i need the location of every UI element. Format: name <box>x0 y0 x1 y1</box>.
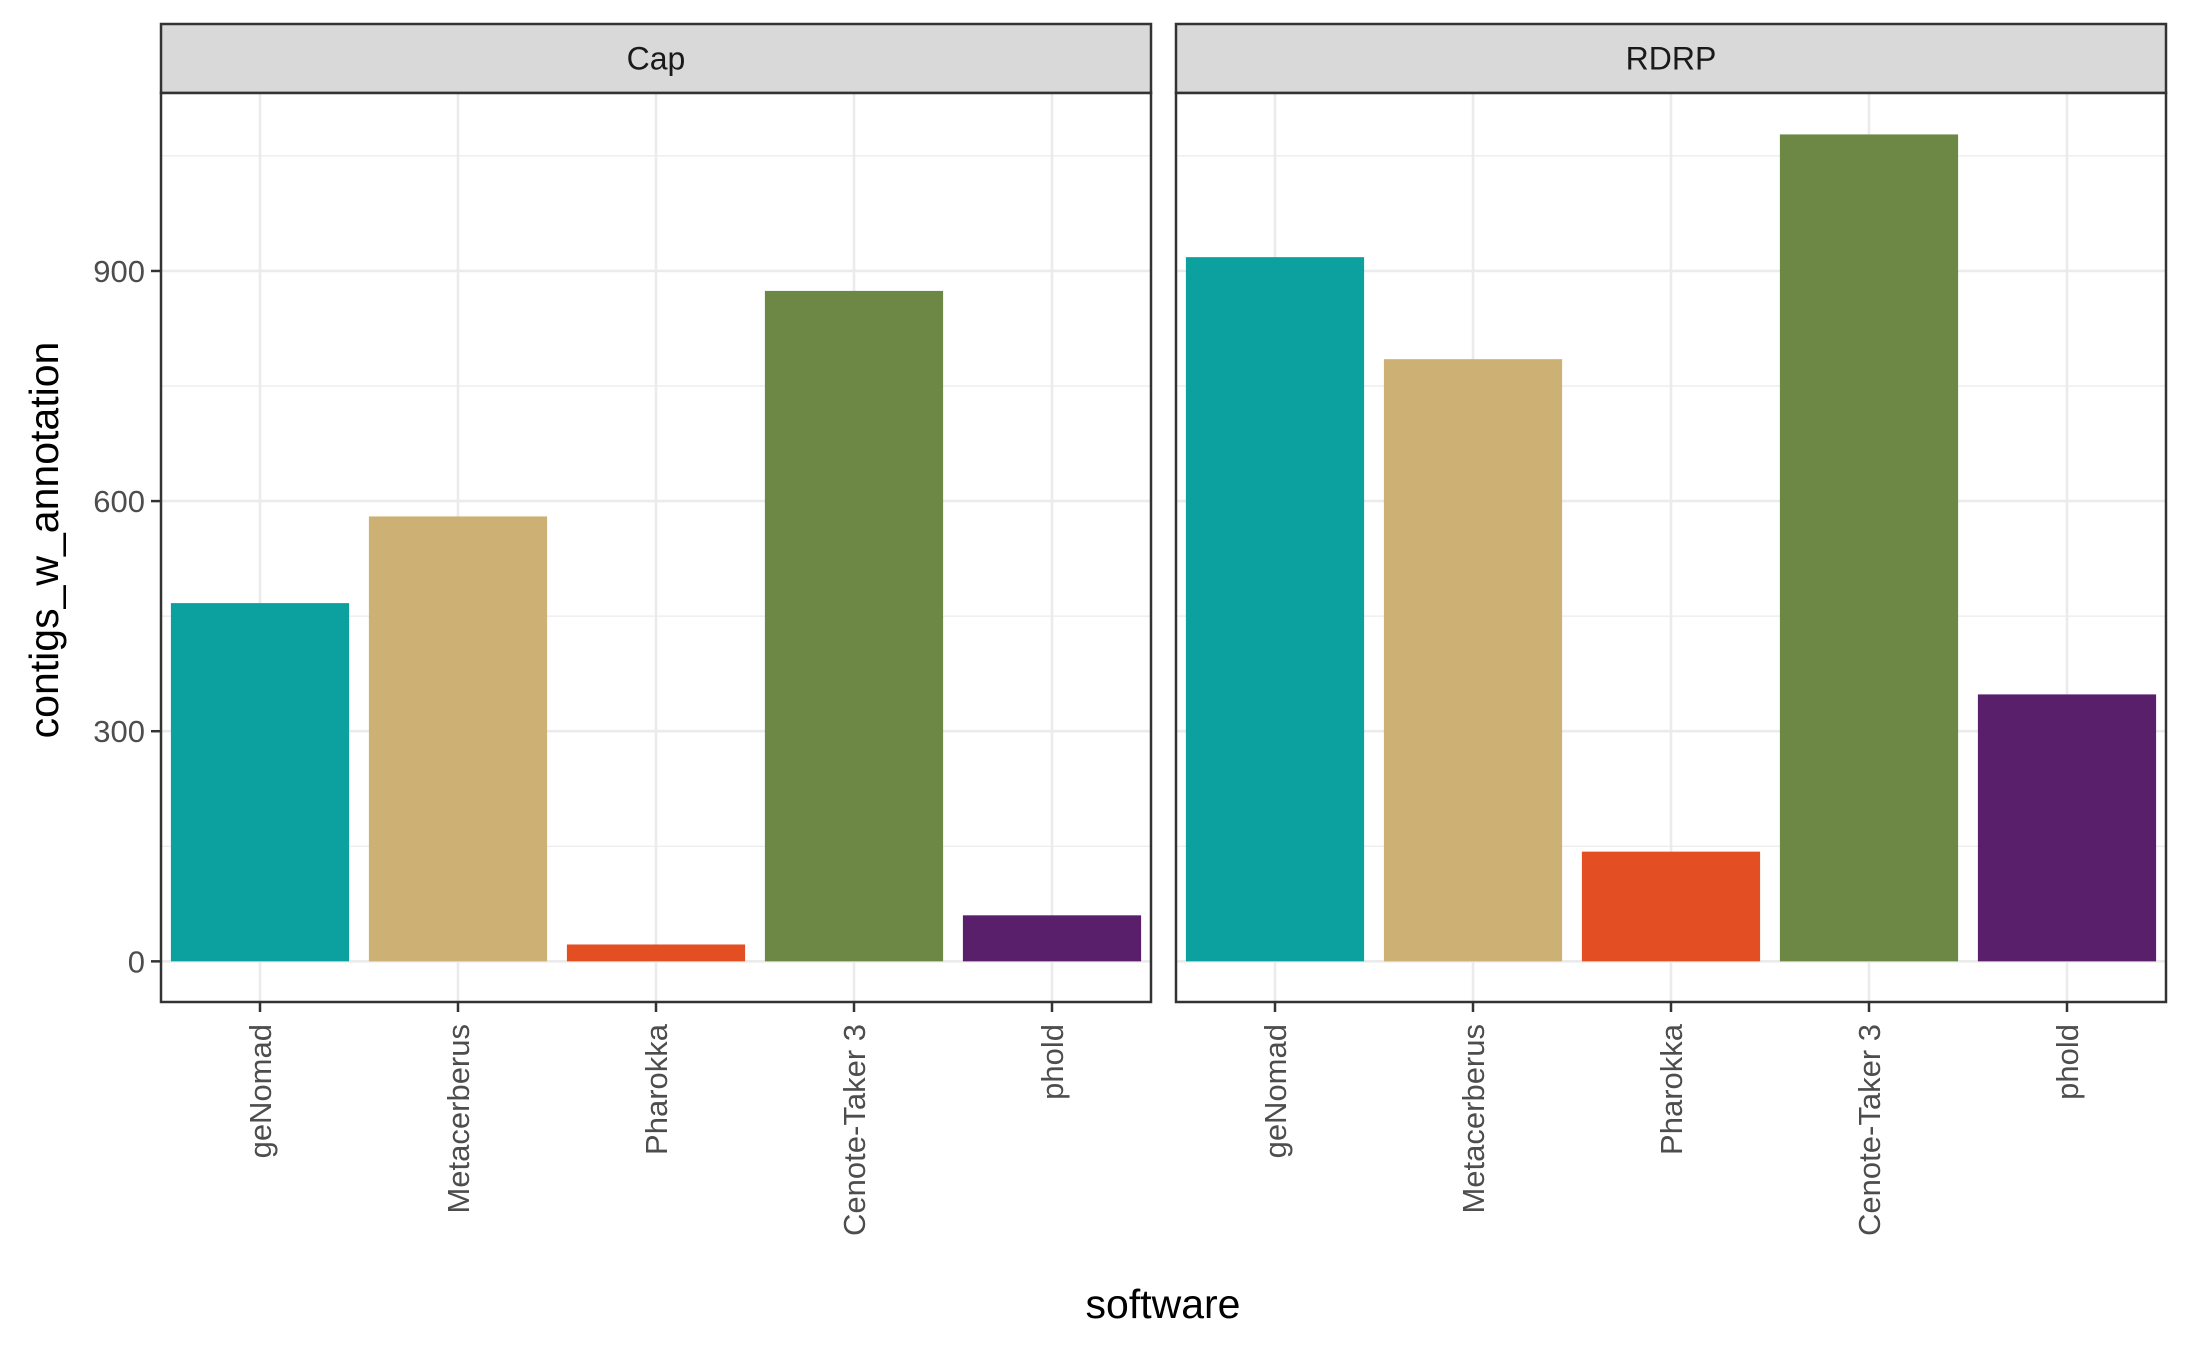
x-tick-label: geNomad <box>243 1024 278 1158</box>
bar-genomad <box>170 603 350 962</box>
y-axis-title: contigs_w_annotation <box>21 342 67 739</box>
x-tick-label: Pharokka <box>1654 1023 1689 1155</box>
facet-strip <box>159 22 1153 95</box>
facet-panel-rdrp: RDRP geNomad Metacerberus Pharokka Cenote-Ta… <box>1174 22 2168 1236</box>
bar-cenote-taker-3 <box>1779 134 1959 962</box>
y-tick-label: 0 <box>128 944 145 979</box>
facet-panel-cap: Cap geNomad Metacerberus Pharokka Cenote-Tak… <box>93 22 1153 1236</box>
x-axis-title: software <box>1086 1281 1241 1327</box>
facet-strip <box>1174 22 2168 95</box>
x-tick-label: Cenote-Taker 3 <box>837 1024 872 1236</box>
y-tick-label: 300 <box>93 714 145 749</box>
x-tick-label: Cenote-Taker 3 <box>1852 1024 1887 1236</box>
panels-layer: Cap geNomad Metacerberus Pharokka Cenote-Tak… <box>93 22 2168 1236</box>
bar-metacerberus <box>1383 359 1563 962</box>
bar-pharokka <box>566 944 746 962</box>
bar-phold <box>962 915 1142 962</box>
x-tick-label: Metacerberus <box>441 1024 476 1214</box>
bar-genomad <box>1185 257 1365 962</box>
bar-pharokka <box>1581 851 1761 962</box>
bar-metacerberus <box>368 516 548 962</box>
x-tick-label: Pharokka <box>639 1023 674 1155</box>
y-tick-label: 900 <box>93 254 145 289</box>
facet-strip-label: Cap <box>627 41 686 77</box>
bar-cenote-taker-3 <box>764 290 944 962</box>
x-tick-label: phold <box>2050 1024 2085 1100</box>
x-tick-label: phold <box>1035 1024 1070 1100</box>
x-tick-label: Metacerberus <box>1456 1024 1491 1214</box>
facet-strip-label: RDRP <box>1626 41 1717 77</box>
y-tick-label: 600 <box>93 484 145 519</box>
x-tick-label: geNomad <box>1258 1024 1293 1158</box>
bar-phold <box>1977 694 2157 962</box>
